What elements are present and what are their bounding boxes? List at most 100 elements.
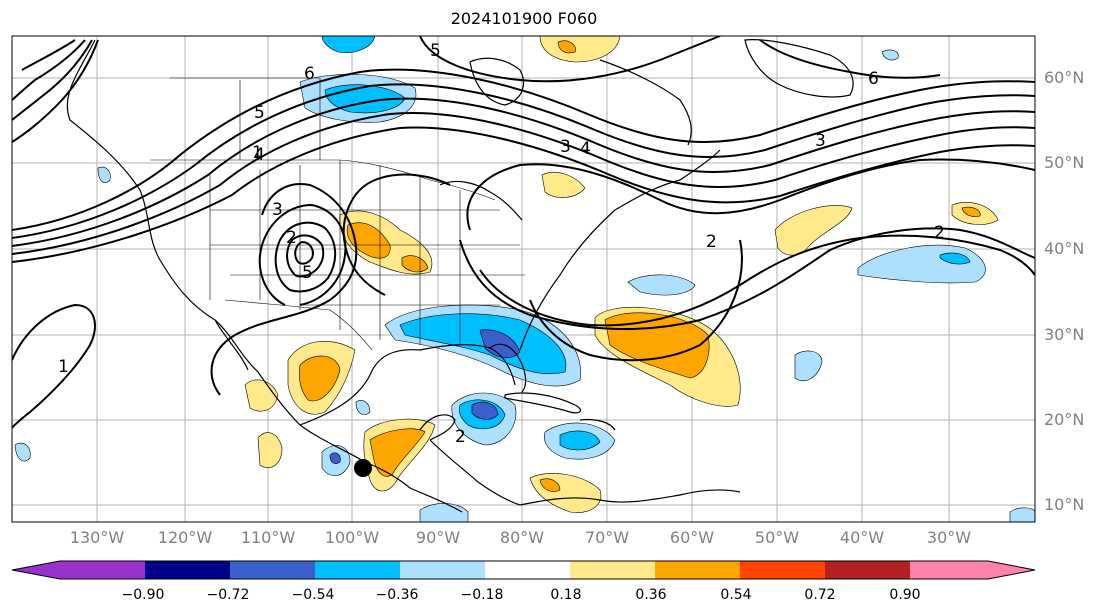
contour-line: [529, 239, 743, 362]
greenland: [744, 39, 854, 98]
east-coast: [519, 149, 721, 351]
colorbar-bin: [910, 561, 988, 579]
lat-label: 30°N: [1044, 325, 1085, 344]
colorbar-tick-label: −0.18: [460, 587, 504, 603]
anomaly-positive: [257, 432, 283, 468]
anomaly-negative: [321, 36, 376, 53]
anomaly-negative: [627, 274, 696, 296]
anomaly-positive: [401, 255, 429, 273]
gulf-coast: [299, 344, 516, 426]
contour-line: [210, 183, 358, 396]
contour-label: 2: [286, 228, 297, 248]
colorbar-tick-label: −0.90: [121, 587, 165, 603]
contour-label: 3: [560, 137, 571, 157]
anomaly-positive: [774, 205, 853, 256]
lon-label: 30°W: [926, 528, 972, 547]
anomaly-positive: [529, 473, 602, 513]
contour-line: [258, 203, 347, 306]
contour-label: 5: [302, 263, 313, 283]
central-america: [429, 439, 521, 506]
anomaly-positive: [557, 40, 576, 54]
colorbar-bin: [570, 561, 655, 579]
contour-label: 3: [272, 200, 283, 220]
us-mexico-border: [224, 299, 373, 351]
anomaly-positive: [961, 206, 981, 217]
colorbar-bin: [315, 561, 400, 579]
lon-label: 40°W: [839, 528, 885, 547]
lon-label: 80°W: [499, 528, 545, 547]
colorbar-bin: [655, 561, 740, 579]
contour-label: 2: [455, 427, 466, 447]
map-frame: [11, 35, 1036, 523]
colorbar-tick-label: 0.72: [804, 587, 836, 603]
contour-line: [12, 68, 1035, 231]
contours: [12, 36, 1035, 429]
anomaly-negative: [881, 49, 899, 61]
anomaly-positive: [298, 355, 341, 402]
us-canada-border: [150, 159, 496, 201]
contour-label: 1: [58, 357, 69, 377]
contour-line: [12, 39, 99, 143]
cuba: [504, 392, 582, 414]
lat-label: 20°N: [1044, 410, 1085, 429]
anomaly-positive: [539, 478, 561, 492]
colorbar-bin: [400, 561, 485, 579]
contour-line: [12, 112, 1035, 255]
anomaly-negative: [794, 350, 823, 382]
anomaly-negative: [471, 401, 499, 420]
colorbar-bin: [485, 561, 570, 579]
location-marker: [354, 459, 372, 477]
lon-label: 90°W: [415, 528, 461, 547]
contour-line: [759, 39, 941, 79]
lat-label: 10°N: [1044, 495, 1085, 514]
colorbar-tick-label: −0.72: [206, 587, 250, 603]
lon-label: 70°W: [584, 528, 630, 547]
lon-label: 50°W: [754, 528, 800, 547]
contour-label: 1: [252, 143, 263, 163]
contour-line: [12, 83, 1035, 239]
anomaly-positive: [346, 222, 391, 259]
colorbar-tick-label: 0.18: [550, 587, 582, 603]
colorbar-tick-label: 0.36: [635, 587, 667, 603]
contour-label: 5: [254, 103, 265, 123]
contour-line: [12, 97, 1035, 247]
contour-label: 2: [706, 232, 717, 252]
lat-label: 50°N: [1044, 153, 1085, 172]
map-title: 2024101900 F060: [450, 9, 598, 28]
lon-label: 110°W: [240, 528, 296, 547]
lon-label: 60°W: [669, 528, 715, 547]
anomaly-negative: [329, 452, 341, 464]
contour-label: 2: [934, 223, 945, 243]
anomaly-negative: [97, 166, 111, 183]
contour-label: 5: [430, 41, 441, 61]
colorbar-bin: [825, 561, 910, 579]
anomaly-negative: [14, 442, 31, 462]
contour-line: [419, 36, 721, 83]
contour-line: [12, 303, 96, 429]
lat-label: 60°N: [1044, 68, 1085, 87]
colorbar-bin: [60, 561, 145, 579]
anomaly-negative: [939, 252, 971, 265]
anomaly-negative: [857, 244, 986, 284]
south-america-north: [519, 489, 741, 506]
province-border: [170, 77, 321, 160]
contour-label: 6: [868, 69, 879, 89]
contour-line: [286, 234, 325, 278]
shaded-anomalies: [14, 36, 1035, 522]
anomaly-negative: [1009, 507, 1035, 522]
anomaly-negative: [559, 430, 601, 451]
colorbar-bin: [740, 561, 825, 579]
contour-label: 4: [580, 139, 591, 159]
anomaly-positive: [541, 171, 586, 198]
contour-line: [459, 227, 1035, 331]
contour-line: [294, 240, 314, 265]
lon-label: 120°W: [157, 528, 213, 547]
contour-line: [12, 39, 86, 101]
contour-line: [21, 39, 76, 71]
anomaly-negative: [419, 503, 469, 522]
contour-label: 3: [815, 131, 826, 151]
contour-line: [466, 158, 1035, 231]
contour-line: [12, 39, 93, 121]
contour-label: 4: [254, 145, 265, 165]
